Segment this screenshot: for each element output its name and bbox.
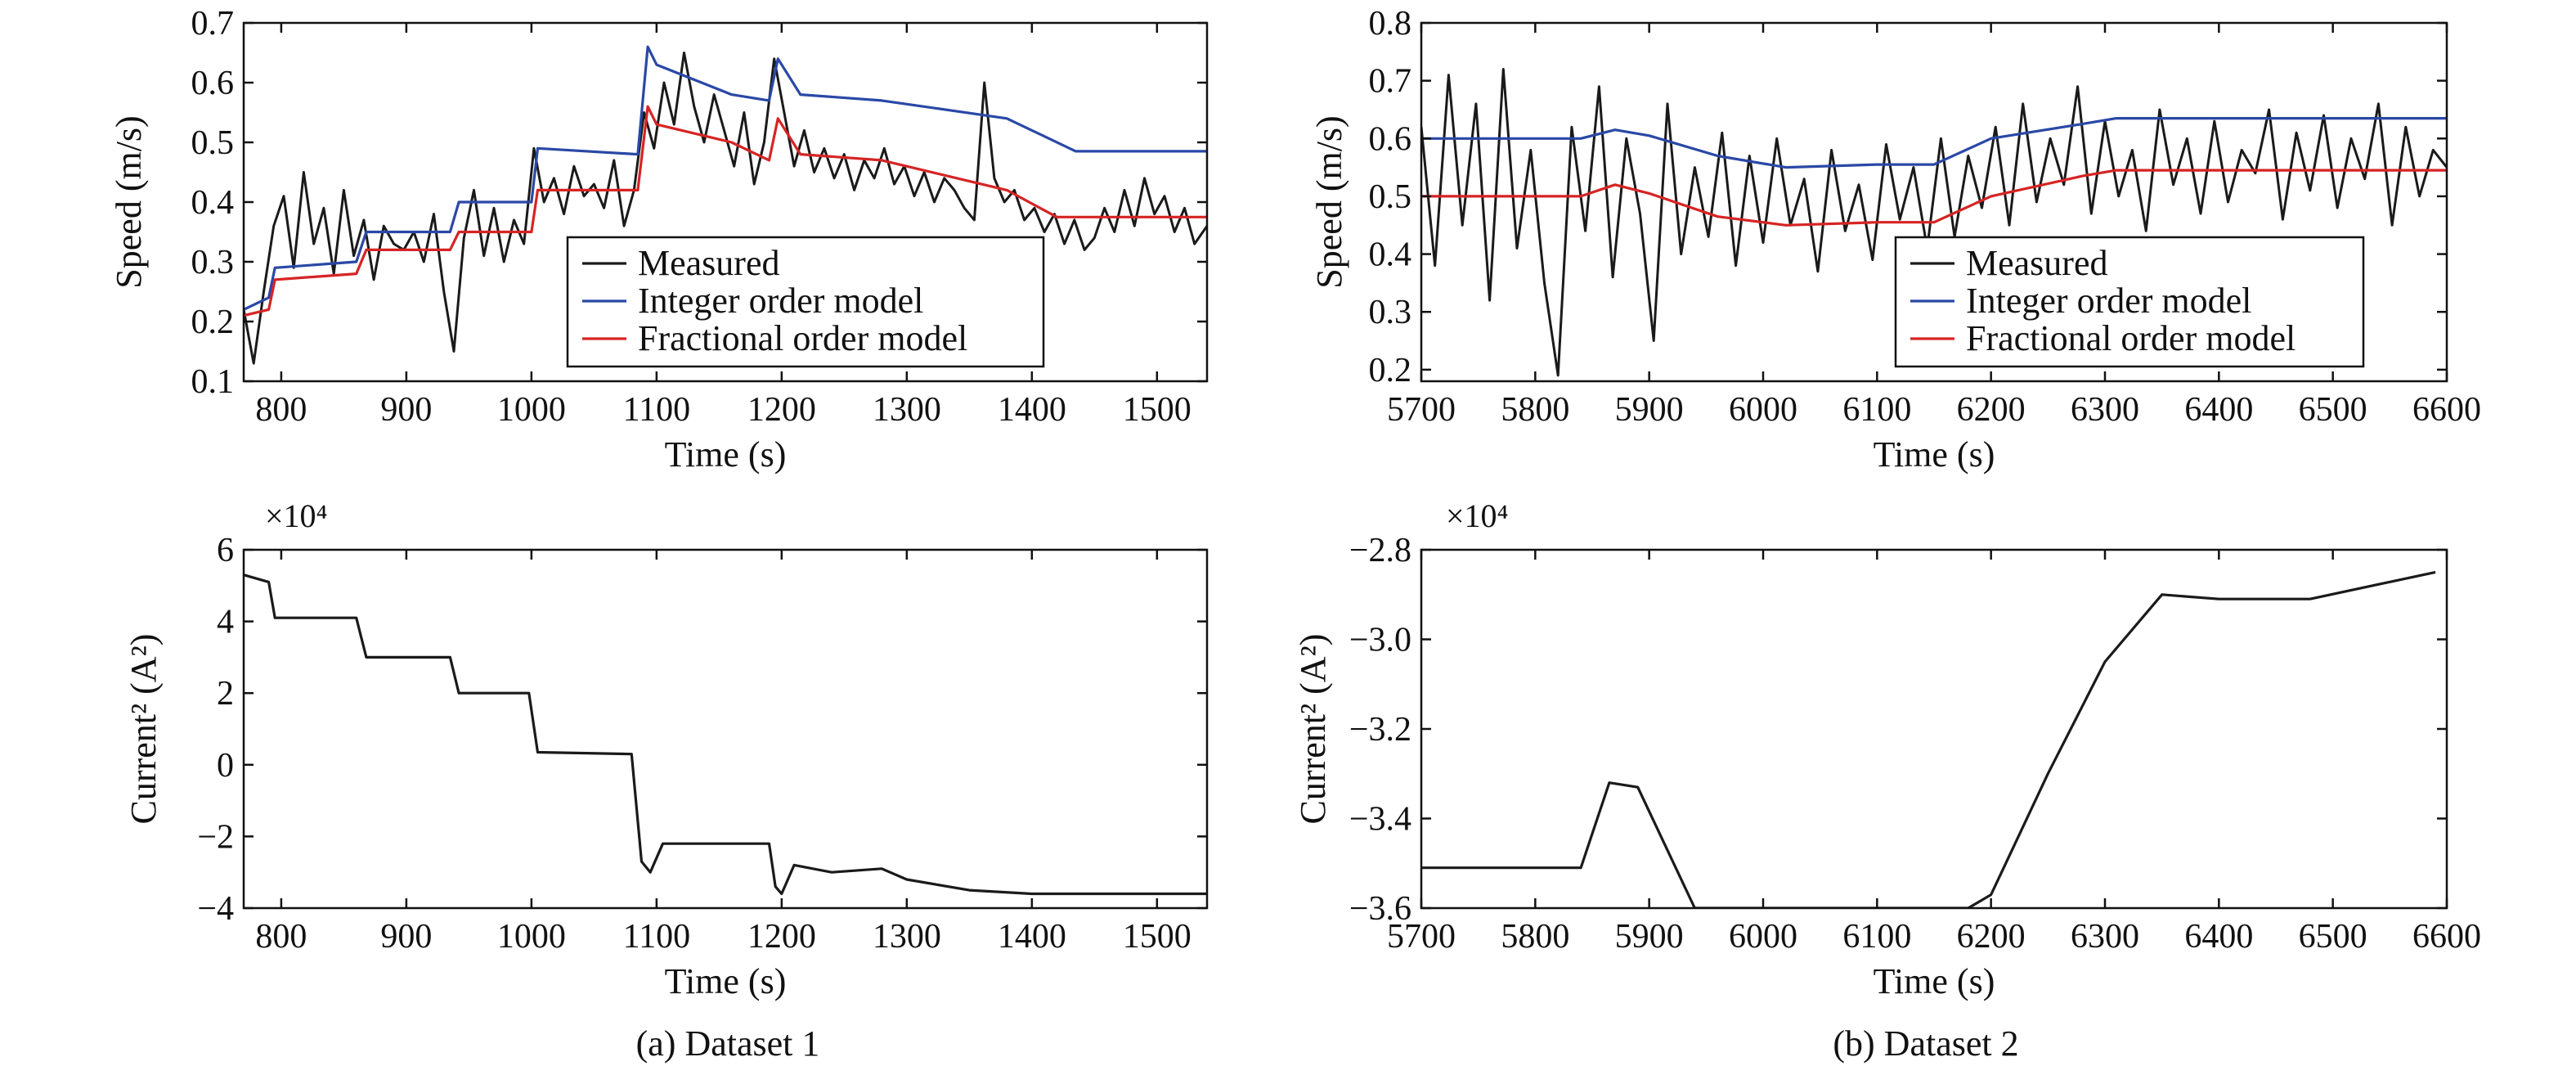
a-current-xtick-label: 1100	[623, 918, 690, 956]
a-speed-xtick-label: 800	[255, 391, 307, 429]
b-speed-legend-entry: Integer order model	[1966, 281, 2251, 321]
a-speed-xtick-label: 1000	[497, 391, 566, 429]
b-current-xtick-label: 6200	[1957, 918, 2026, 956]
a-speed-xtick-label: 1300	[873, 391, 941, 429]
a-current-y-axis-label: Current² (A²)	[123, 634, 164, 825]
b-speed-legend-entry: Measured	[1966, 243, 2108, 283]
b-speed-xtick-label: 6600	[2412, 391, 2481, 429]
b-current-xtick-label: 6100	[1842, 918, 1911, 956]
b-speed-xtick-label: 5900	[1615, 391, 1684, 429]
caption-dataset-2: (b) Dataset 2	[1833, 1023, 2018, 1064]
b-current-ytick-label: −3.2	[1349, 711, 1411, 749]
b-speed-ytick-label: 0.8	[1369, 5, 1412, 43]
a-current-x-axis-label: Time (s)	[665, 961, 787, 1001]
a-current-xtick-label: 800	[255, 918, 307, 956]
a-current-xtick-label: 1200	[747, 918, 816, 956]
b-speed-series-integer-order-model	[1421, 117, 2447, 169]
a-current-xtick-label: 1000	[497, 918, 566, 956]
b-speed-series-measured	[1421, 68, 2447, 377]
b-speed-ytick-label: 0.6	[1369, 120, 1412, 158]
panel-a-current-chart: 800 900 1000 1100 1200 1300 1400 1500 −4 −2 0 2 4 6 Ti…	[123, 497, 1209, 1001]
a-speed-ytick-label: 0.6	[191, 65, 235, 102]
b-current-ytick-label: −2.8	[1349, 532, 1411, 569]
b-current-xtick-label: 5900	[1615, 918, 1684, 956]
b-speed-xtick-label: 6200	[1957, 391, 2026, 429]
a-speed-xtick-label: 1400	[998, 391, 1066, 429]
b-speed-legend-entry: Fractional order model	[1966, 318, 2296, 358]
b-speed-ytick-label: 0.4	[1369, 236, 1412, 274]
a-speed-series-fractional-order-model	[244, 105, 1207, 317]
b-current-xtick-label: 6300	[2071, 918, 2139, 956]
b-speed-plot-frame	[1420, 21, 2448, 383]
caption-dataset-1: (a) Dataset 1	[636, 1023, 820, 1064]
b-speed-ytick-label: 0.5	[1369, 178, 1412, 216]
b-current-axis-multiplier: ×10⁴	[1446, 497, 1509, 534]
a-current-ytick-label: 6	[217, 532, 234, 569]
a-speed-xtick-label: 1500	[1123, 391, 1192, 429]
b-speed-xtick-label: 6500	[2299, 391, 2367, 429]
a-current-xtick-label: 1500	[1123, 918, 1192, 956]
b-speed-xtick-label: 6400	[2184, 391, 2253, 429]
a-speed-xtick-label: 1100	[623, 391, 690, 429]
b-speed-xtick-label: 5800	[1501, 391, 1569, 429]
a-speed-xtick-label: 900	[380, 391, 432, 429]
b-speed-ytick-label: 0.2	[1369, 352, 1412, 389]
b-speed-ytick-label: 0.3	[1369, 294, 1412, 331]
b-speed-xtick-label: 6000	[1729, 391, 1797, 429]
panel-a-speed-chart: 800 900 1000 1100 1200 1300 1400 1500 0.1 0.2 0.3 0…	[109, 5, 1209, 475]
a-current-xtick-label: 1400	[998, 918, 1066, 956]
a-current-ytick-label: −2	[197, 818, 234, 856]
b-current-xtick-label: 6000	[1729, 918, 1797, 956]
a-current-series-current-	[244, 573, 1207, 896]
a-speed-xtick-label: 1200	[747, 391, 816, 429]
a-speed-legend-entry: Fractional order model	[638, 318, 967, 358]
a-speed-legend-box	[566, 236, 1045, 368]
b-current-x-axis-label: Time (s)	[1874, 961, 1995, 1001]
a-current-plot-frame	[242, 548, 1209, 910]
a-current-ytick-label: −4	[197, 890, 234, 928]
b-current-xtick-label: 6400	[2184, 918, 2253, 956]
a-speed-ytick-label: 0.5	[191, 124, 235, 162]
b-speed-xtick-label: 6100	[1842, 391, 1911, 429]
a-current-xtick-label: 1300	[873, 918, 941, 956]
b-current-y-axis-label: Current² (A²)	[1293, 634, 1333, 825]
a-speed-series-integer-order-model	[244, 45, 1207, 311]
panel-b-current-chart: 5700 5800 5900 6000 6100 6200 6300 6400 6500 6600…	[1293, 497, 2481, 1001]
b-speed-xtick-label: 5700	[1387, 391, 1456, 429]
b-speed-ytick-label: 0.7	[1369, 63, 1412, 101]
a-current-ytick-label: 0	[217, 747, 234, 785]
a-current-ytick-label: 2	[217, 675, 234, 713]
b-speed-legend-box	[1894, 236, 2365, 368]
a-speed-ytick-label: 0.2	[191, 304, 235, 341]
a-current-axis-multiplier: ×10⁴	[265, 497, 328, 534]
b-current-xtick-label: 5700	[1387, 918, 1456, 956]
panel-b-speed-chart: 5700 5800 5900 6000 6100 6200 6300 6400 6500 6600…	[1309, 5, 2481, 475]
a-speed-legend-entry: Integer order model	[638, 281, 923, 321]
a-speed-ytick-label: 0.3	[191, 244, 235, 281]
b-speed-y-axis-label: Speed (m/s)	[1309, 115, 1349, 288]
b-speed-series-fractional-order-model	[1421, 169, 2447, 227]
a-speed-ytick-label: 0.7	[191, 5, 235, 43]
a-speed-ytick-label: 0.1	[191, 363, 235, 401]
b-current-xtick-label: 6600	[2412, 918, 2481, 956]
b-speed-xtick-label: 6300	[2071, 391, 2139, 429]
a-speed-y-axis-label: Speed (m/s)	[109, 115, 149, 288]
a-speed-legend-entry: Measured	[638, 243, 780, 283]
a-current-xtick-label: 900	[380, 918, 432, 956]
b-current-plot-frame	[1420, 548, 2448, 910]
b-current-ytick-label: −3.0	[1349, 622, 1411, 659]
b-current-xtick-label: 6500	[2299, 918, 2367, 956]
b-current-ytick-label: −3.4	[1349, 801, 1411, 839]
b-current-xtick-label: 5800	[1501, 918, 1569, 956]
b-current-series-current-	[1421, 570, 2436, 908]
b-speed-x-axis-label: Time (s)	[1874, 434, 1995, 475]
a-speed-ytick-label: 0.4	[191, 184, 235, 222]
b-current-ytick-label: −3.6	[1349, 890, 1411, 928]
a-speed-x-axis-label: Time (s)	[665, 434, 787, 475]
a-current-ytick-label: 4	[217, 604, 234, 641]
